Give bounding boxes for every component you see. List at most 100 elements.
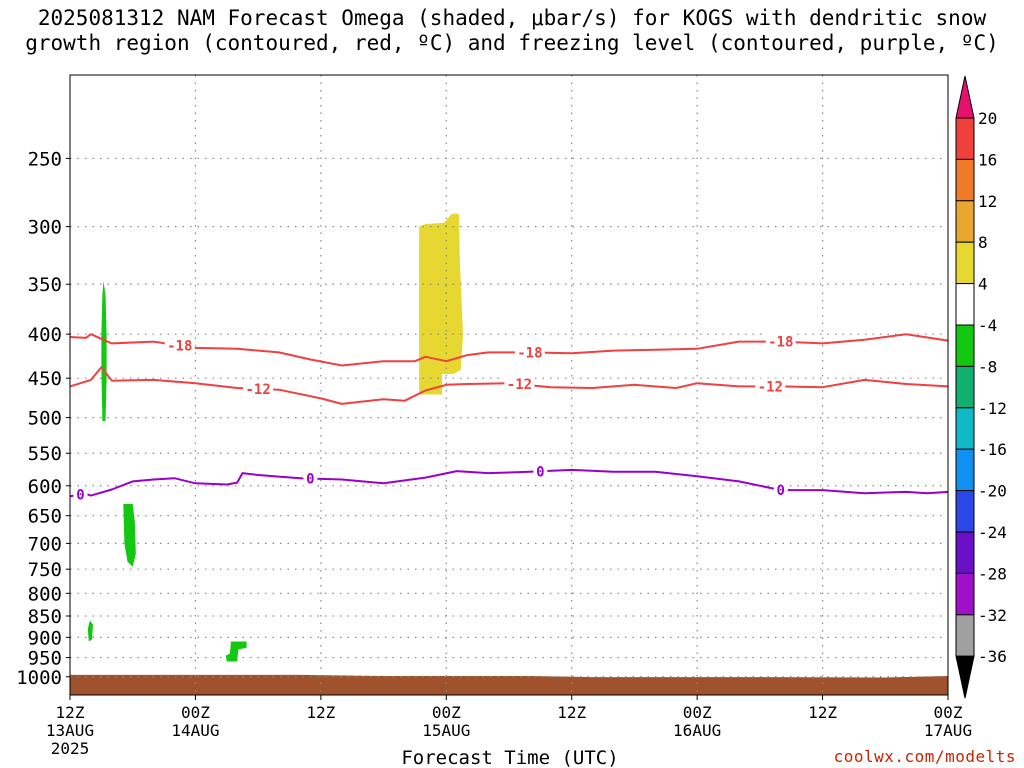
y-tick-label: 500 <box>28 408 62 430</box>
colorbar-tick-label: 8 <box>978 233 988 252</box>
colorbar-bin <box>955 283 975 326</box>
contour-label: -12 <box>245 382 270 398</box>
contour-label: -12 <box>507 377 532 393</box>
contour-label: -18 <box>768 335 793 351</box>
y-tick-label: 450 <box>28 368 62 390</box>
colorbar-tick-label: -4 <box>978 316 997 335</box>
contour-label: -18 <box>167 339 192 355</box>
colorbar-tick-label: 12 <box>978 192 997 211</box>
colorbar-tick-label: -16 <box>978 440 1007 459</box>
y-tick-label: 750 <box>28 559 62 581</box>
chart-title: 2025081312 NAM Forecast Omega (shaded, μ… <box>0 6 1024 56</box>
chart-title-line-1: 2025081312 NAM Forecast Omega (shaded, μ… <box>37 6 987 30</box>
colorbar-bin <box>955 117 975 160</box>
x-tick-label: 12Z <box>306 703 335 722</box>
chart-title-line-2: growth region (contoured, red, ºC) and f… <box>25 31 999 55</box>
omega-region-4 <box>87 620 93 642</box>
contour-label: 0 <box>76 488 84 504</box>
colorbar-tick-label: -12 <box>978 399 1007 418</box>
colorbar-cap-top <box>955 75 975 119</box>
omega-region-2 <box>101 281 107 422</box>
contour-label-bg <box>164 337 195 354</box>
y-tick-label: 700 <box>28 533 62 555</box>
x-tick-label: 2025 <box>51 739 90 758</box>
omega-region-1 <box>419 213 463 395</box>
x-tick-label: 00Z <box>181 703 210 722</box>
contour-line-1 <box>69 333 949 367</box>
x-tick-label: 00Z <box>683 703 712 722</box>
x-tick-label: 17AUG <box>924 721 972 740</box>
contour-label-bg <box>765 333 796 350</box>
contour-label-bg <box>303 470 318 487</box>
contour-label-bg <box>73 486 88 503</box>
y-tick-label: 300 <box>28 217 62 239</box>
omega-region-5 <box>225 641 247 662</box>
contour-label-bg <box>773 482 788 499</box>
x-tick-label: 14AUG <box>171 721 219 740</box>
y-tick-label: 550 <box>28 443 62 465</box>
colorbar-bin <box>955 572 975 616</box>
colorbar-tick-label: 16 <box>978 150 997 169</box>
colorbar-tick-label: -28 <box>978 564 1007 583</box>
y-tick-label: 800 <box>28 583 62 605</box>
contour-label-bg <box>533 463 548 480</box>
colorbar-bin <box>955 324 975 367</box>
y-tick-label: 1000 <box>16 667 62 689</box>
x-axis-label: Forecast Time (UTC) <box>401 747 618 768</box>
colorbar-tick-label: -20 <box>978 482 1007 501</box>
colorbar-bin <box>955 158 975 202</box>
y-tick-label: 350 <box>28 274 62 296</box>
contour-label: 0 <box>536 464 544 480</box>
colorbar-bin <box>955 448 975 492</box>
colorbar-bin <box>955 614 975 657</box>
y-tick-label: 400 <box>28 324 62 346</box>
terrain-layer <box>70 674 948 695</box>
contour-label: 0 <box>777 483 785 499</box>
y-axis: 2503003504004505005506006507007508008509… <box>16 148 70 689</box>
colorbar-bin <box>955 365 975 409</box>
x-tick-label: 12Z <box>557 703 586 722</box>
y-tick-label: 900 <box>28 627 62 649</box>
colorbar-tick-label: -8 <box>978 357 997 376</box>
contour-label-bg <box>514 344 545 361</box>
y-tick-label: 650 <box>28 506 62 528</box>
site-credit: coolwx.com/modelts <box>833 747 1016 766</box>
x-tick-label: 00Z <box>934 703 963 722</box>
colorbar-bin <box>955 531 975 574</box>
contour-label: -18 <box>517 345 542 361</box>
contour-layer: -18 -18 -18 -12 -12 -12 0 0 0 0 <box>69 333 949 504</box>
x-tick-label: 12Z <box>56 703 85 722</box>
x-tick-label: 00Z <box>432 703 461 722</box>
colorbar-bin <box>955 241 975 285</box>
colorbar-bin <box>955 407 975 450</box>
contour-label: 0 <box>306 472 314 488</box>
contour-line-3 <box>69 468 949 498</box>
colorbar-tick-label: 20 <box>978 109 997 128</box>
contour-label: -12 <box>758 379 783 395</box>
contour-label-bg <box>504 376 535 393</box>
y-tick-label: 600 <box>28 476 62 498</box>
colorbar-bin <box>955 490 975 533</box>
contour-label-bg <box>755 378 786 395</box>
colorbar-cap-bottom <box>955 655 975 699</box>
terrain-fill <box>70 674 948 695</box>
colorbar-tick-label: -32 <box>978 606 1007 625</box>
plot-frame <box>69 74 949 696</box>
x-tick-label: 13AUG <box>46 721 94 740</box>
y-tick-label: 850 <box>28 606 62 628</box>
omega-region-3 <box>123 504 136 567</box>
y-tick-label: 250 <box>28 148 62 170</box>
x-tick-label: 16AUG <box>673 721 721 740</box>
colorbar-bin <box>955 200 975 243</box>
shaded-layer <box>87 213 463 662</box>
colorbar-tick-label: 4 <box>978 275 988 294</box>
x-tick-label: 12Z <box>808 703 837 722</box>
y-tick-label: 950 <box>28 648 62 670</box>
colorbar-tick-label: -36 <box>978 647 1007 666</box>
x-tick-label: 15AUG <box>422 721 470 740</box>
colorbar: 20 16 12 8 4 -4 -8 -12 -16 -20 -24 -28 -32 -36 <box>955 75 1007 699</box>
colorbar-tick-label: -24 <box>978 523 1007 542</box>
contour-label-bg <box>243 380 274 397</box>
